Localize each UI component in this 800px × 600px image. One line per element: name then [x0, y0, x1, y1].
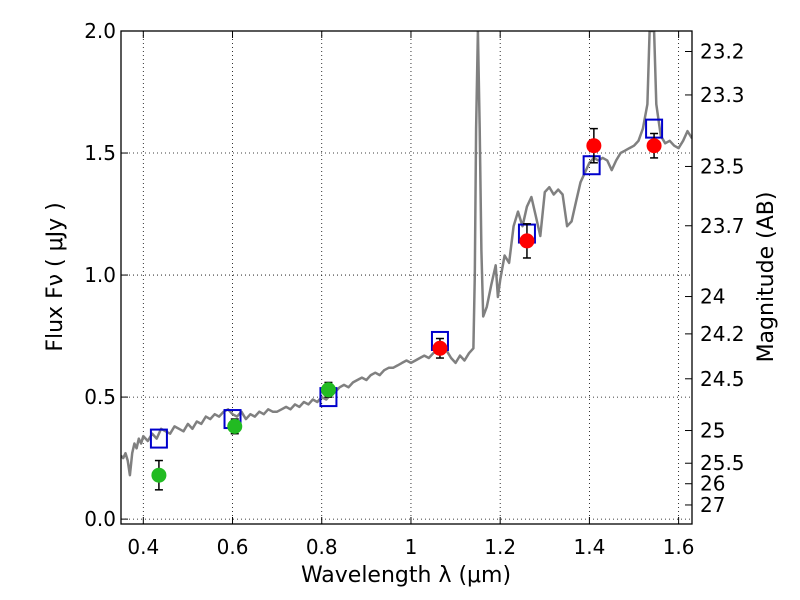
- data-point: [519, 233, 535, 249]
- y-tick-label: 0.5: [84, 385, 116, 409]
- x-tick-label: 1.2: [484, 535, 516, 559]
- x-tick-label: 0.4: [127, 535, 159, 559]
- model-square: [582, 155, 601, 176]
- data-point: [151, 467, 167, 483]
- mag-tick-label: 24.2: [700, 322, 745, 346]
- plot-frame: [120, 30, 693, 525]
- mag-tick-label: 24.5: [700, 367, 745, 391]
- model-square: [149, 428, 168, 449]
- data-point: [646, 138, 662, 154]
- marks-layer: [149, 118, 664, 491]
- mag-tick-label: 25.5: [700, 451, 745, 475]
- mag-tick-label: 23.3: [700, 83, 745, 107]
- x-tick-label: 0.6: [217, 535, 249, 559]
- y-tick-label: 1.0: [84, 263, 116, 287]
- y-tick-label: 0.0: [84, 507, 116, 531]
- x-tick-label: 1: [405, 535, 418, 559]
- x-tick-label: 0.8: [306, 535, 338, 559]
- x-tick-label: 1.6: [663, 535, 695, 559]
- data-point: [432, 340, 448, 356]
- mag-tick-label: 23.7: [700, 214, 745, 238]
- x-axis-title: Wavelength λ (μm): [301, 563, 511, 588]
- mag-tick-label: 25: [700, 419, 725, 443]
- mag-tick-label: 27: [700, 493, 725, 517]
- mag-tick-label: 26: [700, 472, 725, 496]
- y-tick-label: 2.0: [84, 19, 116, 43]
- y-tick-label: 1.5: [84, 141, 116, 165]
- data-point: [586, 138, 602, 154]
- plot-area: [121, 31, 692, 524]
- data-point: [227, 418, 243, 434]
- ticks-layer: 0.4 0.6 0.8 1 1.2 1.4 1.6 0.0 0.5 1.0 1.5 2.0 23.2 23…: [84, 19, 744, 559]
- x-tick-label: 1.4: [573, 535, 605, 559]
- mag-tick-label: 23.2: [700, 40, 745, 64]
- data-point: [320, 382, 336, 398]
- y2-axis-title: Magnitude (AB): [754, 192, 779, 363]
- y-axis-title: Flux Fν ( μJy ): [43, 202, 68, 351]
- mag-tick-label: 24: [700, 285, 725, 309]
- mag-tick-label: 23.5: [700, 154, 745, 178]
